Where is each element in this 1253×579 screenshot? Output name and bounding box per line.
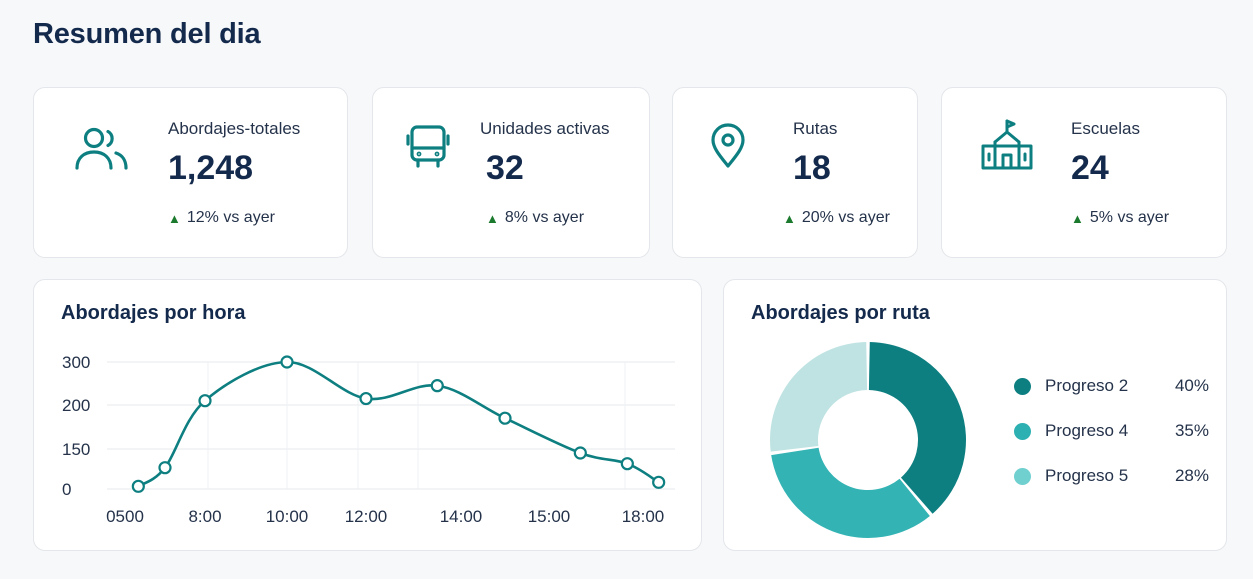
- x-tick-label: 14:00: [440, 507, 483, 526]
- stat-trend: ▲ 12% vs ayer: [168, 209, 275, 226]
- route-chart-panel: Abordajes por ruta Progreso 2 40% Progre…: [723, 279, 1227, 551]
- legend-swatch: [1014, 422, 1031, 440]
- page-title: Resumen del dia: [33, 18, 261, 50]
- stat-trend: ▲ 20% vs ayer: [783, 209, 890, 226]
- stat-card-schools[interactable]: Escuelas 24 ▲ 5% vs ayer: [941, 87, 1227, 258]
- bus-icon: [406, 124, 452, 170]
- stat-label: Unidades activas: [480, 119, 610, 138]
- donut-slice[interactable]: [771, 447, 930, 538]
- stat-label: Rutas: [793, 119, 838, 138]
- x-tick-label: 10:00: [266, 507, 309, 526]
- stat-value: 24: [1071, 149, 1109, 187]
- stat-card-units[interactable]: Unidades activas 32 ▲ 8% vs ayer: [372, 87, 650, 258]
- y-tick-label: 300: [62, 353, 90, 372]
- users-icon: [74, 126, 130, 172]
- stat-trend: ▲ 5% vs ayer: [1071, 209, 1170, 226]
- legend-value: 35%: [1174, 421, 1209, 440]
- stat-card-boardings[interactable]: Abordajes-totales 1,248 ▲ 12% vs ayer: [33, 87, 348, 258]
- stat-value: 18: [793, 149, 831, 187]
- stat-trend: ▲ 8% vs ayer: [486, 209, 585, 226]
- data-point[interactable]: [198, 394, 212, 408]
- legend-swatch: [1014, 377, 1031, 395]
- data-point[interactable]: [620, 457, 634, 471]
- data-point[interactable]: [158, 461, 172, 475]
- legend-label: Progreso 2: [1045, 376, 1129, 395]
- arrow-up-icon: ▲: [168, 210, 181, 226]
- hourly-chart-panel: Abordajes por hora 300 200 150 0 0500 8:00 10:…: [33, 279, 702, 551]
- y-tick-label: 0: [62, 480, 71, 499]
- school-icon: [980, 118, 1034, 172]
- data-point[interactable]: [652, 475, 666, 489]
- data-point[interactable]: [280, 355, 294, 369]
- donut-slice[interactable]: [770, 342, 868, 452]
- stat-value: 32: [486, 149, 524, 187]
- x-tick-label: 0500: [106, 507, 144, 526]
- data-point[interactable]: [131, 479, 145, 493]
- series-line: [137, 360, 660, 488]
- arrow-up-icon: ▲: [486, 210, 499, 226]
- x-tick-label: 8:00: [188, 507, 221, 526]
- legend-value: 40%: [1174, 376, 1209, 395]
- route-chart-title: Abordajes por ruta: [751, 302, 930, 324]
- legend-label: Progreso 4: [1045, 421, 1129, 440]
- legend-item: Progreso 5 28%: [1014, 466, 1209, 486]
- hourly-chart-title: Abordajes por hora: [61, 302, 246, 324]
- y-tick-label: 150: [62, 440, 90, 459]
- donut-slice[interactable]: [868, 342, 966, 514]
- route-donut-chart: [770, 342, 966, 538]
- data-point[interactable]: [359, 391, 373, 406]
- stat-label: Abordajes-totales: [168, 119, 301, 138]
- legend-value: 28%: [1174, 466, 1209, 485]
- hourly-line-chart: 300 200 150 0 0500 8:00 10:00 12:00 14:00 15:00 18…: [62, 353, 675, 526]
- x-tick-label: 18:00: [622, 507, 665, 526]
- y-tick-label: 200: [62, 396, 90, 415]
- data-point[interactable]: [498, 411, 512, 425]
- stat-card-routes[interactable]: Rutas 18 ▲ 20% vs ayer: [672, 87, 918, 258]
- map-pin-icon: [708, 123, 748, 169]
- stat-value: 1,248: [168, 149, 254, 187]
- arrow-up-icon: ▲: [1071, 210, 1084, 226]
- legend-item: Progreso 2 40%: [1014, 376, 1209, 396]
- stat-label: Escuelas: [1071, 119, 1140, 138]
- arrow-up-icon: ▲: [783, 210, 796, 226]
- legend-swatch: [1014, 467, 1031, 485]
- x-tick-label: 15:00: [528, 507, 571, 526]
- x-tick-label: 12:00: [345, 507, 388, 526]
- legend-item: Progreso 4 35%: [1014, 421, 1209, 441]
- legend-label: Progreso 5: [1045, 466, 1129, 485]
- data-point[interactable]: [573, 446, 587, 460]
- data-point[interactable]: [430, 379, 444, 393]
